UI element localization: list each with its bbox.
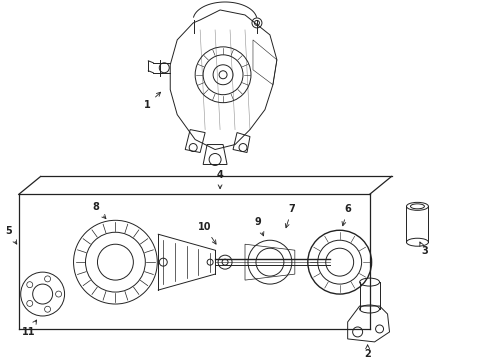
Text: 2: 2 <box>364 345 371 359</box>
Text: 6: 6 <box>342 204 351 226</box>
Text: 3: 3 <box>420 242 428 256</box>
Text: 4: 4 <box>217 170 223 189</box>
Text: 9: 9 <box>255 217 264 236</box>
Text: 5: 5 <box>5 226 17 244</box>
Text: 7: 7 <box>285 204 295 228</box>
Text: 8: 8 <box>92 202 106 219</box>
Text: 11: 11 <box>22 320 37 337</box>
Text: 10: 10 <box>198 222 216 244</box>
Text: 1: 1 <box>144 92 161 110</box>
